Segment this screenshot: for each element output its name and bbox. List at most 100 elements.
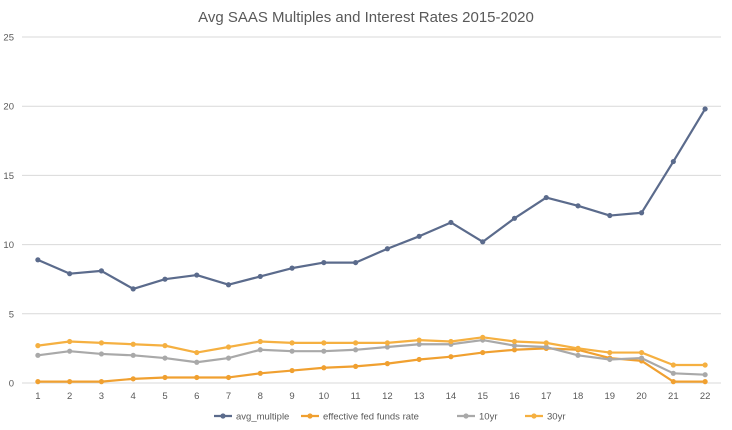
legend-item: 10yr — [457, 412, 497, 423]
legend-label: avg_multiple — [236, 412, 289, 423]
x-tick-label: 1 — [35, 391, 40, 402]
x-tick-label: 5 — [162, 391, 167, 402]
data-point — [67, 271, 73, 277]
data-point — [289, 348, 295, 354]
data-point — [384, 344, 390, 350]
data-point — [353, 259, 359, 266]
data-point — [543, 340, 549, 346]
y-tick-label: 15 — [3, 171, 14, 182]
data-point — [607, 212, 613, 219]
data-point — [162, 355, 168, 361]
x-tick-label: 13 — [414, 391, 425, 402]
legend-item: 30yr — [525, 412, 565, 423]
data-point — [702, 106, 708, 112]
x-tick-label: 12 — [382, 391, 393, 402]
data-point — [670, 370, 676, 376]
x-tick-label: 6 — [194, 391, 199, 402]
data-point — [98, 351, 105, 357]
data-point — [384, 340, 390, 346]
y-tick-label: 0 — [9, 379, 14, 390]
data-point — [543, 344, 549, 350]
series-line — [37, 338, 706, 376]
data-point — [384, 361, 390, 367]
data-point — [511, 338, 518, 345]
x-tick-label: 11 — [351, 391, 361, 402]
series-10yr — [35, 337, 708, 378]
data-point — [98, 379, 105, 385]
x-tick-label: 18 — [573, 391, 584, 402]
y-tick-label: 5 — [9, 309, 14, 320]
data-point — [257, 370, 263, 376]
data-point — [321, 259, 327, 266]
y-tick-label: 25 — [3, 33, 14, 44]
x-tick-label: 15 — [477, 391, 488, 402]
data-point — [511, 347, 518, 353]
data-point — [638, 355, 645, 361]
data-point — [702, 362, 708, 368]
data-point — [480, 349, 486, 356]
data-point — [448, 338, 454, 345]
data-point — [35, 352, 41, 358]
data-point — [638, 210, 645, 216]
x-tick-label: 19 — [605, 391, 616, 402]
series-effective-fed-funds-rate — [35, 345, 708, 385]
x-tick-label: 9 — [289, 391, 294, 402]
x-tick-label: 3 — [99, 391, 104, 402]
x-tick-label: 21 — [668, 391, 679, 402]
data-point — [416, 356, 422, 363]
y-axis-tick-labels: 0 5 10 15 20 25 — [3, 33, 14, 390]
legend-swatch-marker — [531, 413, 537, 419]
legend-item: effective fed funds rate — [301, 412, 419, 423]
chart-title: Avg SAAS Multiples and Interest Rates 20… — [198, 9, 534, 26]
series-line — [37, 108, 707, 290]
data-point — [130, 376, 136, 382]
x-tick-label: 20 — [636, 391, 647, 402]
data-point — [607, 356, 613, 363]
data-point — [702, 372, 708, 378]
legend: avg_multiple effective fed funds rate 10yr… — [214, 412, 565, 423]
y-tick-label: 10 — [3, 240, 14, 251]
data-point — [289, 367, 295, 374]
data-point — [480, 334, 486, 340]
legend-item: avg_multiple — [214, 412, 289, 423]
data-point — [638, 349, 645, 356]
data-point — [225, 344, 232, 350]
data-point — [670, 158, 676, 165]
data-point — [321, 365, 327, 371]
data-point — [194, 349, 200, 356]
legend-label: effective fed funds rate — [323, 412, 419, 423]
data-point — [257, 347, 263, 353]
x-tick-label: 14 — [446, 391, 457, 402]
data-point — [257, 338, 263, 345]
data-point — [289, 340, 295, 346]
data-point — [257, 273, 263, 280]
data-point — [35, 257, 41, 263]
data-point — [162, 374, 168, 381]
data-point — [575, 352, 581, 358]
x-tick-label: 10 — [319, 391, 330, 402]
series-line — [37, 336, 706, 367]
data-point — [607, 349, 613, 356]
x-tick-label: 17 — [541, 391, 552, 402]
x-tick-label: 4 — [131, 391, 136, 402]
legend-swatch-marker — [307, 413, 313, 419]
data-point — [353, 340, 359, 346]
data-point — [321, 348, 327, 354]
data-point — [194, 374, 200, 381]
data-point — [162, 276, 168, 282]
data-point — [448, 354, 454, 360]
data-point — [416, 233, 422, 239]
data-point — [702, 379, 708, 385]
data-point — [353, 347, 359, 353]
data-point — [670, 379, 676, 385]
data-point — [321, 340, 327, 346]
data-point — [194, 359, 200, 365]
data-point — [384, 246, 390, 252]
x-tick-label: 22 — [700, 391, 711, 402]
data-point — [67, 348, 73, 354]
x-tick-label: 2 — [67, 391, 72, 402]
data-point — [543, 194, 549, 201]
data-point — [130, 286, 136, 292]
series-line — [37, 347, 706, 383]
